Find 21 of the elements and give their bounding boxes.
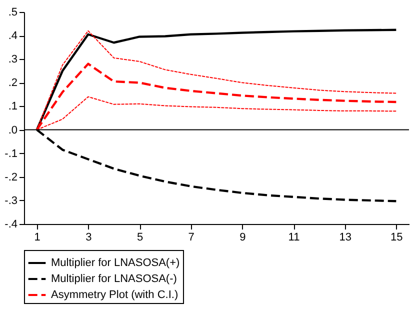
x-tick-label: 13 <box>339 232 352 244</box>
legend-label: Asymmetry Plot (with C.I.) <box>51 289 178 301</box>
y-tick-label: -.4 <box>4 218 18 230</box>
x-tick-label: 15 <box>390 232 403 244</box>
x-tick-label: 7 <box>188 232 194 244</box>
y-tick-label: .2 <box>8 77 18 90</box>
y-tick-label: -.1 <box>4 148 18 160</box>
x-tick-label: 3 <box>86 232 92 244</box>
x-tick-label: 1 <box>34 232 40 244</box>
y-tick-label: .3 <box>8 54 18 66</box>
x-tick-label: 11 <box>288 232 300 244</box>
legend-label: Multiplier for LNASOSA(+) <box>51 257 180 269</box>
y-tick-label: .1 <box>8 100 18 113</box>
y-tick-label: .5 <box>8 6 18 18</box>
y-tick-label: .4 <box>8 30 18 42</box>
x-tick-label: 5 <box>136 232 144 244</box>
y-tick-label: -.3 <box>4 194 18 207</box>
y-tick-label: .0 <box>8 124 18 136</box>
x-tick-label: 9 <box>240 232 246 244</box>
legend-label: Multiplier for LNASOSA(-) <box>51 273 177 285</box>
y-tick-label: -.2 <box>4 171 18 184</box>
